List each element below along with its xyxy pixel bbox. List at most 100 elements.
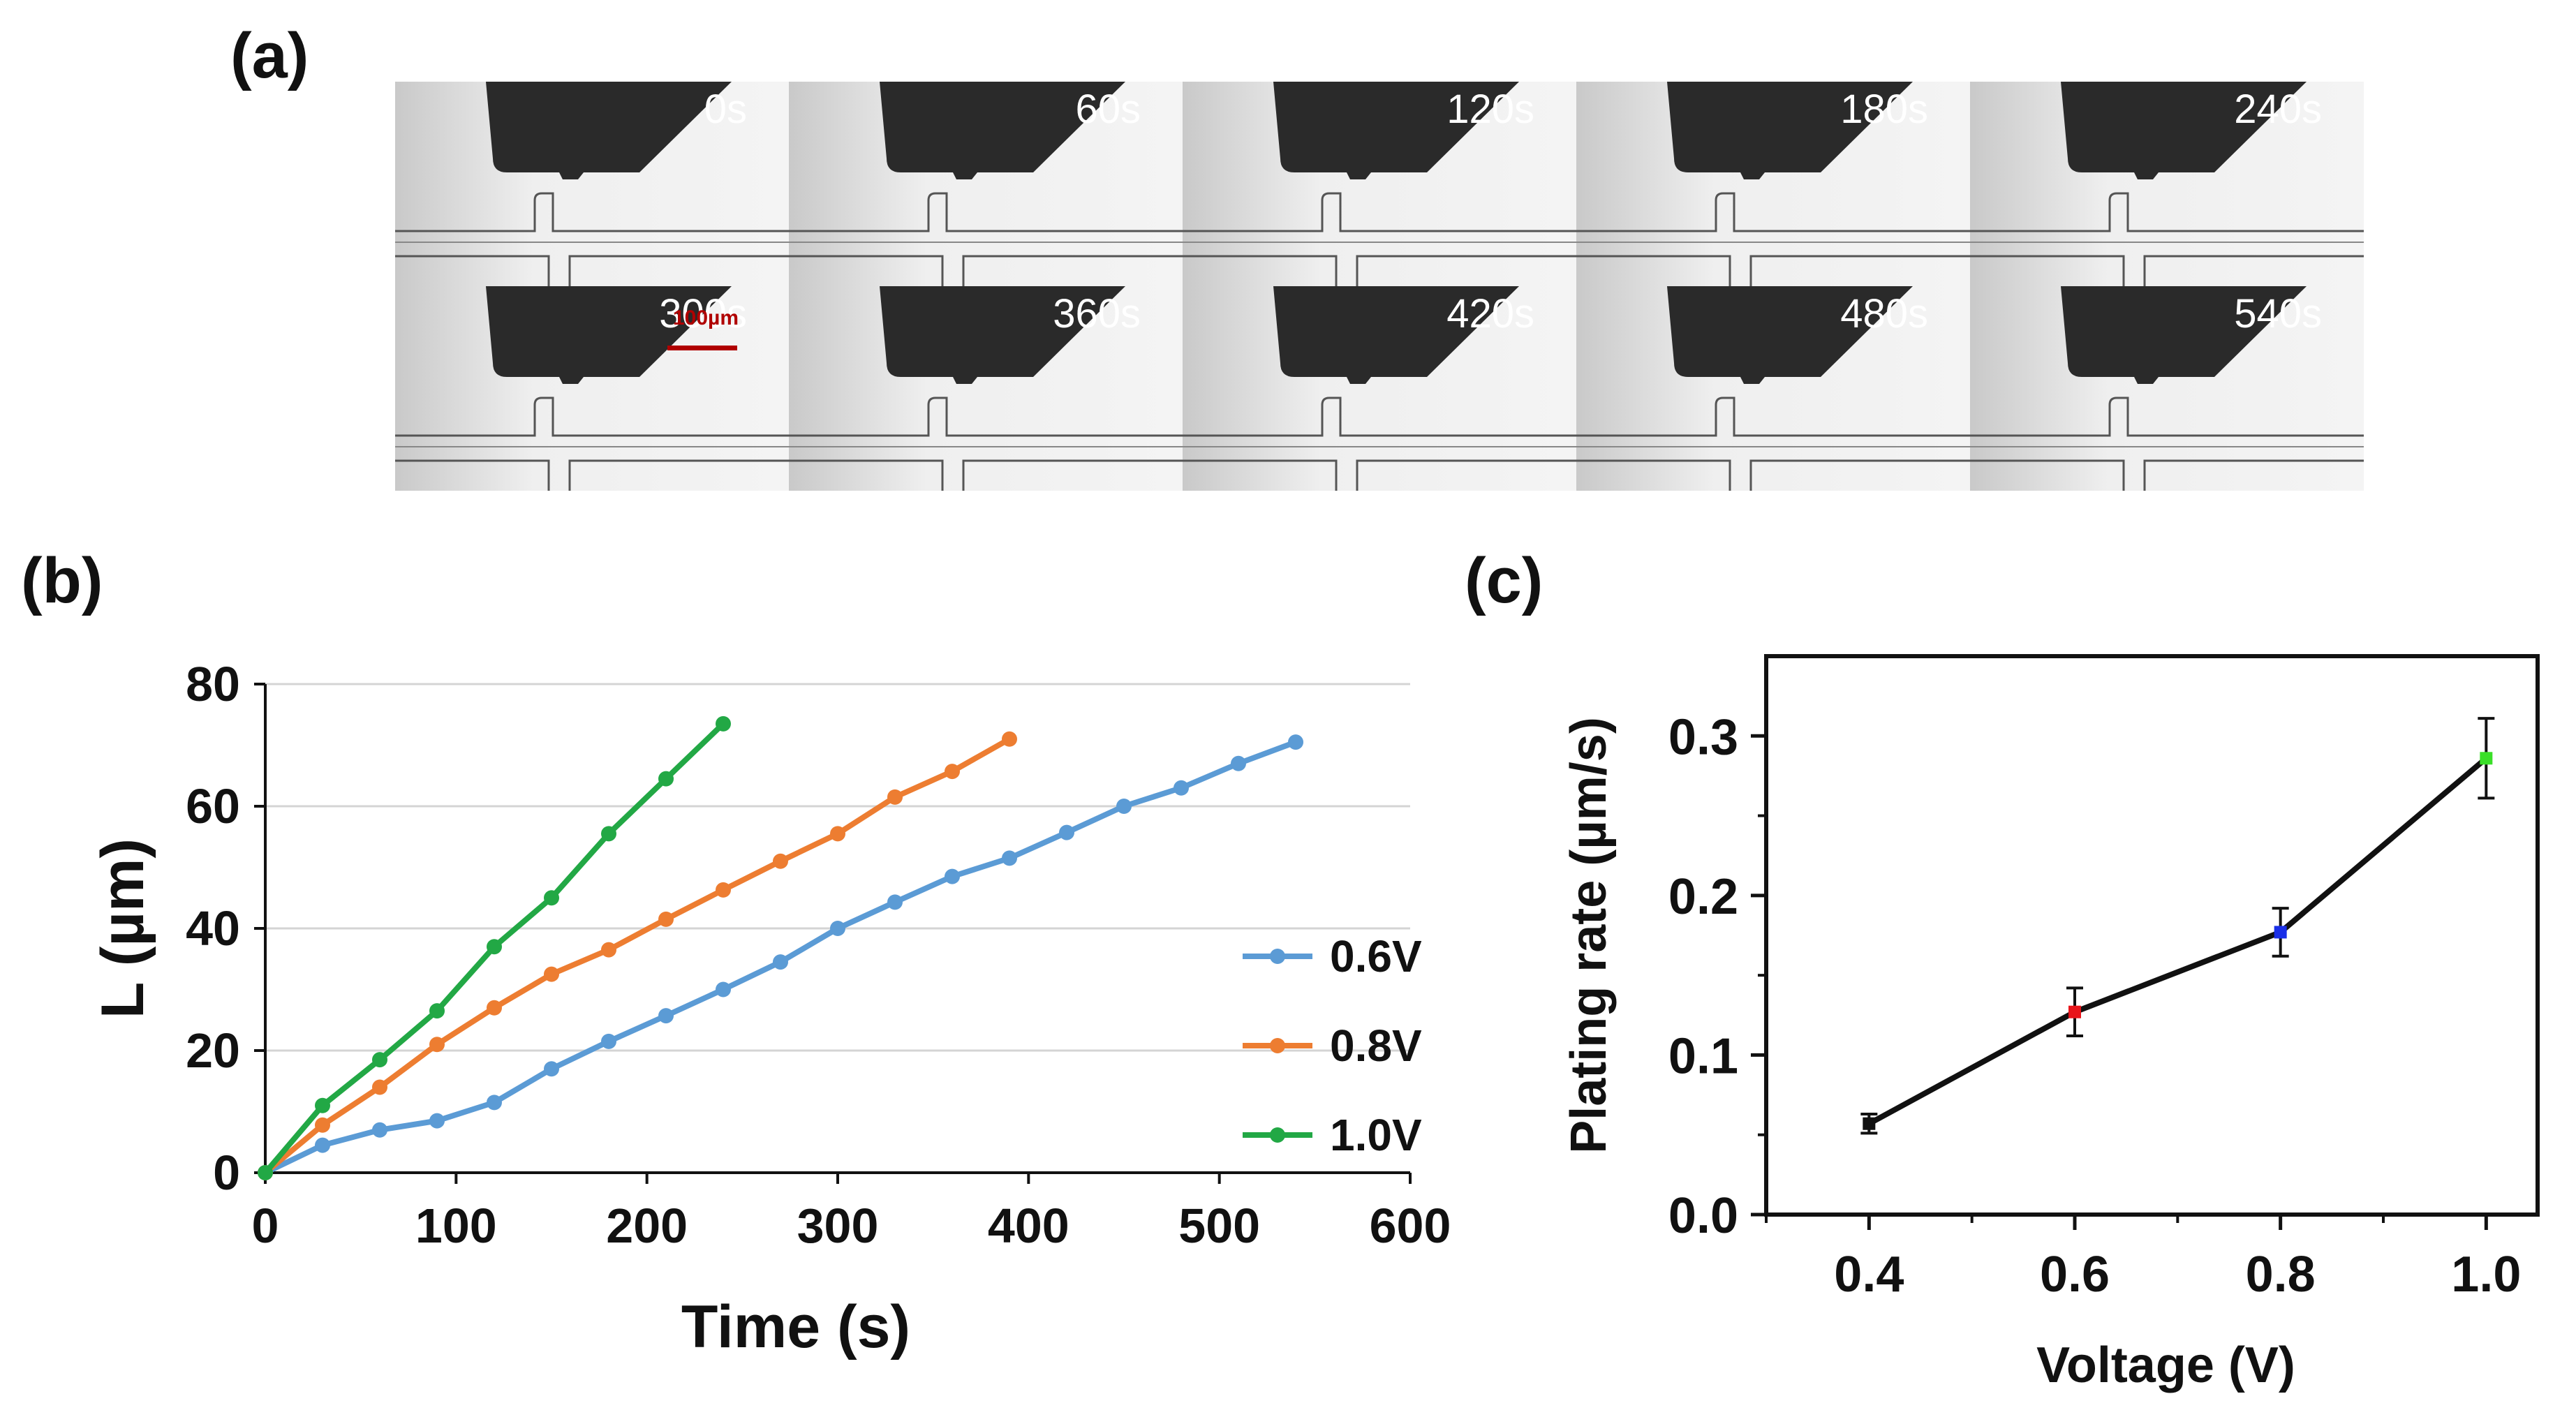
y-axis-title: L (µm) [89,838,156,1018]
channel-upper [1183,192,1576,232]
x-tick-label: 0 [252,1199,279,1253]
x-tick-label: 0.6 [2040,1247,2110,1303]
data-point [1174,780,1189,796]
channel-lower [1576,459,1970,491]
y-axis-title: Plating rate (µm/s) [1561,717,1617,1154]
data-point [1863,1117,1876,1130]
panel-a-label: (a) [230,20,309,91]
x-tick-label: 500 [1178,1199,1260,1253]
legend-label: 0.8V [1330,1021,1422,1071]
data-point [429,1003,445,1019]
data-point [487,939,502,955]
data-point [315,1117,330,1133]
data-point [658,1008,674,1024]
channel-upper [789,192,1183,232]
data-point [830,826,845,842]
x-tick-label: 400 [988,1199,1069,1253]
electrode-shape [2061,82,2307,179]
y-tick-label: 0.0 [1668,1188,1738,1244]
frame-time-label: 180s [1840,87,1928,132]
data-point [601,826,616,842]
data-point [1116,799,1132,814]
micrograph-image [1970,82,2364,286]
channel-lower [1576,255,1970,286]
micrograph-image [395,286,789,491]
x-tick-label: 100 [415,1199,497,1253]
channel-upper [1576,192,1970,232]
data-point [544,890,559,906]
micrograph-frame: 240s [1970,82,2364,286]
data-point [372,1052,387,1068]
legend-label: 0.6V [1330,931,1422,981]
data-point [487,1095,502,1111]
data-point [887,789,903,805]
electrode-shape [1667,286,1913,384]
micrograph-frame: 120s [1183,82,1576,286]
channel-lower [1183,255,1576,286]
channel-upper [1576,396,1970,437]
channel-upper [1183,396,1576,437]
scale-bar [667,346,737,350]
micrograph-frame: 360s [789,286,1183,491]
y-tick-label: 0 [213,1145,240,1200]
y-tick-label: 20 [186,1023,240,1078]
electrode-shape [880,82,1125,179]
data-point [1002,850,1017,866]
panel-b-label: (b) [21,545,103,616]
legend-label: 1.0V [1330,1110,1422,1160]
scale-bar-label: 100µm [673,306,739,329]
x-tick-label: 1.0 [2451,1247,2521,1303]
data-point [945,868,960,884]
channel-lower [789,255,1183,286]
electrode-shape [1273,82,1519,179]
channel-lower [1970,255,2364,286]
channel-upper [395,396,789,437]
micrograph-image [1576,286,1970,491]
channel-upper [395,192,789,232]
micrograph-image [1576,82,1970,286]
data-point [716,715,731,732]
data-point [716,882,731,898]
frame-time-label: 0s [704,87,747,132]
data-point [372,1122,387,1138]
y-tick-label: 0.3 [1668,709,1738,765]
data-point [601,942,616,958]
data-point [315,1137,330,1153]
data-point [658,771,674,787]
data-point [429,1113,445,1129]
y-tick-label: 60 [186,779,240,833]
frame-time-label: 120s [1446,87,1534,132]
micrograph-frame: 420s [1183,286,1576,491]
data-point [2274,926,2287,939]
data-point [658,911,674,927]
micrograph-image [789,82,1183,286]
data-point [372,1079,387,1095]
frame-time-label: 480s [1840,291,1928,336]
micrograph-frame: 180s [1576,82,1970,286]
frame-time-label: 360s [1053,291,1141,336]
y-tick-label: 0.2 [1668,869,1738,925]
data-point [487,1000,502,1016]
electrode-shape [2061,286,2307,384]
x-tick-label: 200 [606,1199,688,1253]
channel-upper [789,396,1183,437]
channel-upper [1970,192,2364,232]
micrograph-frame: 60s [789,82,1183,286]
plot-frame [1764,654,2540,1217]
channel-upper [1970,396,2364,437]
data-point [945,764,960,780]
data-point [716,981,731,997]
y-tick-label: 80 [186,657,240,711]
micrograph-image [395,82,789,286]
frame-time-label: 240s [2234,87,2322,132]
data-point [773,954,788,970]
x-tick-label: 600 [1370,1199,1451,1253]
legend-swatch-marker [1270,949,1285,964]
chart-b: 0 20 40 60 80 0 100 200 300 400 500 600 Time (s) L (µ… [89,657,1451,1360]
data-point [830,921,845,936]
legend-swatch-marker [1270,1038,1285,1053]
micrograph-frame: 0s [395,82,789,286]
micrograph-image [1970,286,2364,491]
frame-time-label: 60s [1075,87,1141,132]
data-point [1002,731,1017,747]
